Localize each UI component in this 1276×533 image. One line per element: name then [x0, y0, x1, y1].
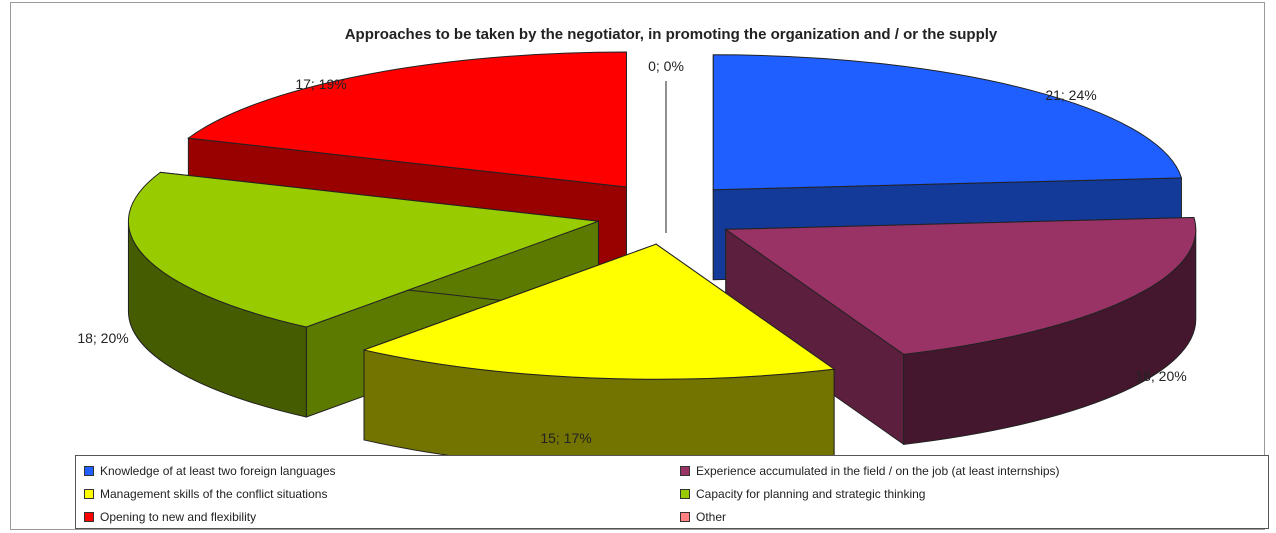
pie-slice-top-1: [724, 216, 1197, 355]
legend-label-1: Experience accumulated in the field / on…: [696, 464, 1060, 478]
pie-slices: [127, 51, 1197, 470]
pie-slice-top-0: [712, 54, 1183, 191]
legend-item-2: Management skills of the conflict situat…: [84, 487, 327, 501]
legend-item-5: Other: [680, 510, 726, 524]
legend-item-4: Opening to new and flexibility: [84, 510, 256, 524]
legend-label-0: Knowledge of at least two foreign langua…: [100, 464, 336, 478]
slice-data-label-4: 17; 19%: [295, 76, 346, 92]
pie-slice-top-4: [187, 51, 627, 188]
pie-slice-top-2: [362, 243, 836, 380]
slice-data-label-3: 18; 20%: [77, 330, 128, 346]
pie-slice-top-3: [127, 171, 599, 328]
legend-swatch-5: [680, 512, 690, 522]
legend-swatch-0: [84, 466, 94, 476]
legend-label-2: Management skills of the conflict situat…: [100, 487, 328, 501]
legend-label-5: Other: [696, 510, 727, 524]
slice-data-label-5: 0; 0%: [648, 58, 684, 74]
pie-chart: Approaches to be taken by the negotiator…: [77, 26, 1197, 470]
chart-title: Approaches to be taken by the negotiator…: [345, 26, 998, 43]
legend-swatch-2: [84, 489, 94, 499]
legend-item-0: Knowledge of at least two foreign langua…: [84, 464, 336, 478]
chart-legend: Knowledge of at least two foreign langua…: [75, 455, 1269, 529]
slice-data-label-0: 21; 24%: [1045, 87, 1096, 103]
legend-label-4: Opening to new and flexibility: [100, 510, 257, 524]
slice-data-label-2: 15; 17%: [540, 430, 591, 446]
legend-swatch-4: [84, 512, 94, 522]
pie-slice-1: [724, 216, 1197, 446]
slice-data-label-1: 18; 20%: [1135, 368, 1186, 384]
pie-slice-2: [362, 243, 836, 470]
legend-item-3: Capacity for planning and strategic thin…: [680, 487, 925, 501]
legend-swatch-1: [680, 466, 690, 476]
legend-item-1: Experience accumulated in the field / on…: [680, 464, 1060, 478]
chart-frame: Approaches to be taken by the negotiator…: [10, 2, 1269, 530]
legend-label-3: Capacity for planning and strategic thin…: [696, 487, 926, 501]
slice-labels: 21; 24% 18; 20% 15; 17% 18; 20% 17; 19% 0; 0%: [77, 58, 1186, 446]
legend-swatch-3: [680, 489, 690, 499]
